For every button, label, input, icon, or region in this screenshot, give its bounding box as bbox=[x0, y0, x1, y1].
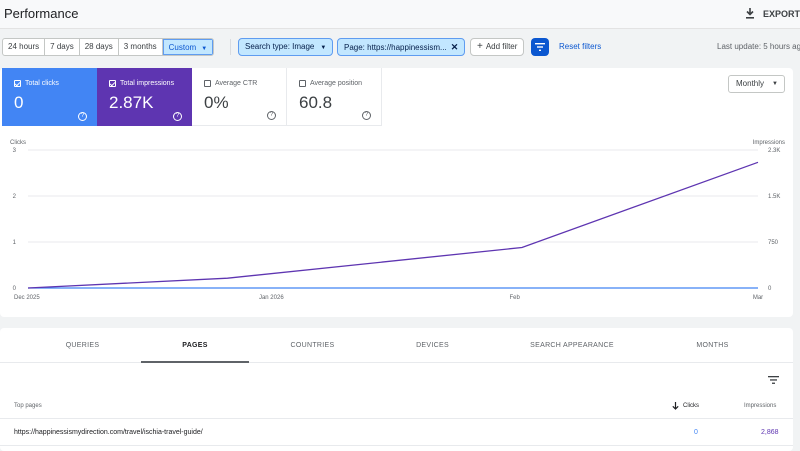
metric-total-impressions[interactable]: Total impressions 2.87K ? bbox=[97, 68, 192, 126]
checkbox-empty-icon bbox=[299, 80, 306, 87]
page-filter-chip[interactable]: Page: https://happinessism... ✕ bbox=[337, 38, 466, 56]
right-axis-label: Impressions bbox=[753, 140, 785, 146]
range-28d-button[interactable]: 28 days bbox=[80, 39, 119, 55]
range-custom-button[interactable]: Custom ▼ bbox=[162, 39, 214, 55]
left-axis-tick-label: 0 bbox=[13, 286, 17, 292]
export-button[interactable]: EXPORT bbox=[745, 8, 800, 19]
right-axis-tick-label: 0 bbox=[768, 286, 772, 292]
range-3m-button[interactable]: 3 months bbox=[119, 39, 163, 55]
left-axis-tick-label: 1 bbox=[13, 240, 17, 246]
x-axis-tick-label: Dec 2025 bbox=[14, 295, 40, 301]
column-header-top-pages: Top pages bbox=[14, 403, 42, 409]
left-axis-tick-label: 3 bbox=[13, 148, 17, 154]
caret-down-icon: ▼ bbox=[772, 81, 778, 87]
left-axis-label: Clicks bbox=[10, 140, 26, 146]
performance-chart-card: Total clicks 0 ? Total impressions 2.87K… bbox=[0, 68, 793, 317]
metric-value: 2.87K bbox=[109, 93, 154, 112]
filter-list-icon bbox=[768, 376, 779, 384]
metric-total-clicks[interactable]: Total clicks 0 ? bbox=[2, 68, 97, 126]
right-axis-tick-label: 2.3K bbox=[768, 148, 780, 154]
close-icon[interactable]: ✕ bbox=[450, 42, 459, 52]
tab-search-appearance[interactable]: SEARCH APPEARANCE bbox=[530, 342, 614, 349]
filter-options-button[interactable] bbox=[531, 38, 549, 56]
add-filter-button[interactable]: + Add filter bbox=[470, 38, 525, 56]
tab-devices[interactable]: DEVICES bbox=[416, 342, 449, 349]
granularity-dropdown[interactable]: Monthly ▼ bbox=[728, 75, 785, 93]
x-axis-tick-label: Mar bbox=[753, 295, 763, 301]
performance-line-chart: Clicks Impressions 3 2 1 0 2.3K 1.5K 750 0 Dec… bbox=[10, 140, 785, 301]
metric-average-ctr[interactable]: Average CTR 0% ? bbox=[192, 68, 287, 126]
plus-icon: + bbox=[477, 41, 483, 52]
metric-value: 0 bbox=[14, 93, 24, 112]
filter-bar: 24 hours 7 days 28 days 3 months Custom ▼… bbox=[0, 30, 800, 62]
download-icon bbox=[745, 8, 754, 19]
filter-list-icon bbox=[535, 43, 545, 51]
range-7d-button[interactable]: 7 days bbox=[45, 39, 80, 55]
search-type-filter-chip[interactable]: Search type: Image ▼ bbox=[238, 38, 334, 56]
help-icon[interactable]: ? bbox=[173, 112, 182, 121]
report-table-card: QUERIES PAGES COUNTRIES DEVICES SEARCH A… bbox=[0, 328, 793, 451]
range-24h-button[interactable]: 24 hours bbox=[3, 39, 46, 55]
metric-average-position[interactable]: Average position 60.8 ? bbox=[287, 68, 382, 126]
tab-pages[interactable]: PAGES bbox=[141, 328, 249, 363]
table-row[interactable]: https://happinessismydirection.com/trave… bbox=[0, 420, 793, 446]
left-axis-tick-label: 2 bbox=[13, 194, 17, 200]
filter-rows-button[interactable] bbox=[768, 371, 779, 389]
help-icon[interactable]: ? bbox=[362, 111, 371, 120]
x-axis-tick-label: Feb bbox=[509, 295, 520, 301]
right-axis-tick-label: 750 bbox=[768, 240, 779, 246]
metric-value: 60.8 bbox=[299, 93, 333, 112]
tab-months[interactable]: MONTHS bbox=[696, 342, 729, 349]
right-axis-tick-label: 1.5K bbox=[768, 194, 780, 200]
column-header-clicks[interactable]: Clicks bbox=[672, 402, 699, 410]
x-axis-tick-label: Jan 2026 bbox=[259, 295, 284, 301]
checkbox-checked-icon bbox=[109, 80, 116, 87]
help-icon[interactable]: ? bbox=[78, 112, 87, 121]
checkbox-checked-icon bbox=[14, 80, 21, 87]
column-header-impressions[interactable]: Impressions bbox=[744, 403, 777, 409]
tab-countries[interactable]: COUNTRIES bbox=[290, 342, 335, 349]
row-clicks: 0 bbox=[694, 429, 698, 436]
series-line-impressions bbox=[27, 161, 759, 289]
arrow-down-icon bbox=[672, 402, 679, 410]
help-icon[interactable]: ? bbox=[267, 111, 276, 120]
caret-down-icon: ▼ bbox=[201, 46, 208, 52]
export-label: EXPORT bbox=[762, 8, 800, 19]
page-url[interactable]: https://happinessismydirection.com/trave… bbox=[14, 429, 203, 436]
tab-queries[interactable]: QUERIES bbox=[65, 342, 100, 349]
report-tabs: QUERIES PAGES COUNTRIES DEVICES SEARCH A… bbox=[0, 328, 793, 363]
checkbox-empty-icon bbox=[204, 80, 211, 87]
page-title: Performance bbox=[4, 6, 79, 21]
row-impressions: 2,868 bbox=[761, 429, 779, 436]
date-range-selector: 24 hours 7 days 28 days 3 months Custom ▼ bbox=[2, 38, 215, 56]
last-update-text: Last update: 5 hours ago bbox=[717, 42, 800, 51]
divider bbox=[230, 39, 231, 55]
table-header: Top pages Clicks Impressions bbox=[0, 390, 793, 419]
metric-value: 0% bbox=[204, 93, 229, 112]
top-bar: Performance EXPORT bbox=[0, 0, 800, 29]
reset-filters-link[interactable]: Reset filters bbox=[559, 42, 602, 51]
caret-down-icon: ▼ bbox=[320, 45, 327, 51]
